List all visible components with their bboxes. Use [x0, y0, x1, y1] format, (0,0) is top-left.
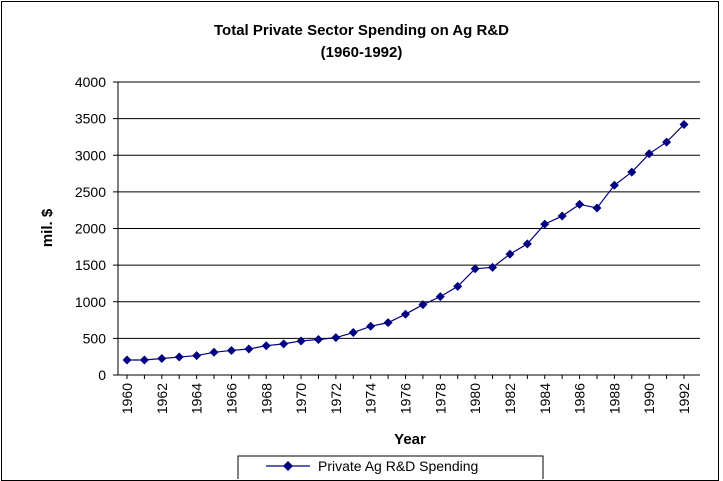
y-tick-label: 1500 — [75, 257, 106, 273]
data-point — [383, 318, 393, 328]
data-point — [244, 344, 254, 354]
data-point — [627, 167, 637, 177]
data-point — [226, 345, 236, 355]
data-point — [261, 341, 271, 351]
x-tick-label: 1974 — [363, 383, 379, 414]
chart-subtitle: (1960-1992) — [320, 44, 403, 61]
x-tick-label: 1978 — [432, 383, 448, 414]
data-point — [540, 219, 550, 229]
y-tick-label: 4000 — [75, 74, 106, 90]
data-point — [575, 199, 585, 209]
x-tick-label: 1968 — [258, 383, 274, 414]
legend: Private Ag R&D Spending — [237, 455, 544, 479]
data-point — [679, 119, 689, 129]
data-point — [662, 137, 672, 147]
axes — [117, 82, 700, 379]
y-tick-label: 1000 — [75, 294, 106, 310]
data-point — [296, 336, 306, 346]
x-tick-label: 1982 — [502, 383, 518, 414]
data-point — [122, 355, 132, 365]
data-point — [366, 321, 376, 331]
data-point — [488, 262, 498, 272]
data-point — [174, 352, 184, 362]
y-tick-label: 3500 — [75, 111, 106, 127]
data-point — [157, 354, 167, 364]
x-tick-label: 1992 — [676, 383, 692, 414]
x-tick-label: 1970 — [293, 383, 309, 414]
y-tick-label: 3000 — [75, 147, 106, 163]
series-line — [127, 124, 685, 361]
data-point — [505, 249, 515, 259]
y-tick-label: 0 — [98, 367, 106, 383]
data-point — [401, 309, 410, 319]
y-tick-labels: 0 500 1000 1500 2000 2500 3000 3500 4000 — [75, 74, 106, 383]
y-axis-title: mil. $ — [39, 208, 56, 247]
legend-box — [237, 455, 544, 479]
x-axis-title: Year — [394, 431, 426, 448]
series-layer — [122, 119, 689, 365]
y-tick-label: 500 — [83, 330, 107, 346]
data-point — [313, 334, 323, 344]
data-point — [331, 333, 341, 343]
data-point — [522, 239, 532, 249]
data-point — [209, 347, 219, 357]
data-point — [592, 203, 602, 213]
data-point — [470, 264, 480, 274]
y-tick-label: 2500 — [75, 184, 106, 200]
x-tick-label: 1986 — [572, 383, 588, 414]
data-point — [557, 211, 567, 221]
data-point — [453, 281, 463, 291]
x-tick-label: 1966 — [223, 383, 239, 414]
x-tick-label: 1972 — [328, 383, 344, 414]
y-tick-label: 2000 — [75, 221, 106, 237]
data-point — [644, 149, 654, 159]
data-point — [435, 292, 445, 302]
data-point — [139, 355, 149, 365]
x-tick-label: 1960 — [119, 383, 135, 414]
data-point — [279, 339, 289, 349]
chart-title: Total Private Sector Spending on Ag R&D — [213, 22, 510, 39]
x-tick-label: 1990 — [641, 383, 657, 414]
x-tick-label: 1984 — [537, 383, 553, 414]
x-tick-label: 1976 — [398, 383, 414, 414]
x-tick-label: 1962 — [154, 383, 170, 414]
legend-label: Private Ag R&D Spending — [318, 458, 478, 474]
legend-diamond-marker — [283, 461, 293, 471]
data-point — [418, 300, 428, 310]
data-point — [348, 328, 358, 338]
data-point — [609, 180, 619, 190]
data-point — [192, 351, 202, 361]
x-tick-label: 1980 — [467, 383, 483, 414]
x-tick-label: 1964 — [189, 383, 205, 414]
x-tick-label: 1988 — [606, 383, 622, 414]
gridlines — [113, 81, 700, 376]
x-tick-labels: 1960 1962 1964 1966 1968 1970 1972 1974 1976 1978… — [119, 383, 692, 414]
